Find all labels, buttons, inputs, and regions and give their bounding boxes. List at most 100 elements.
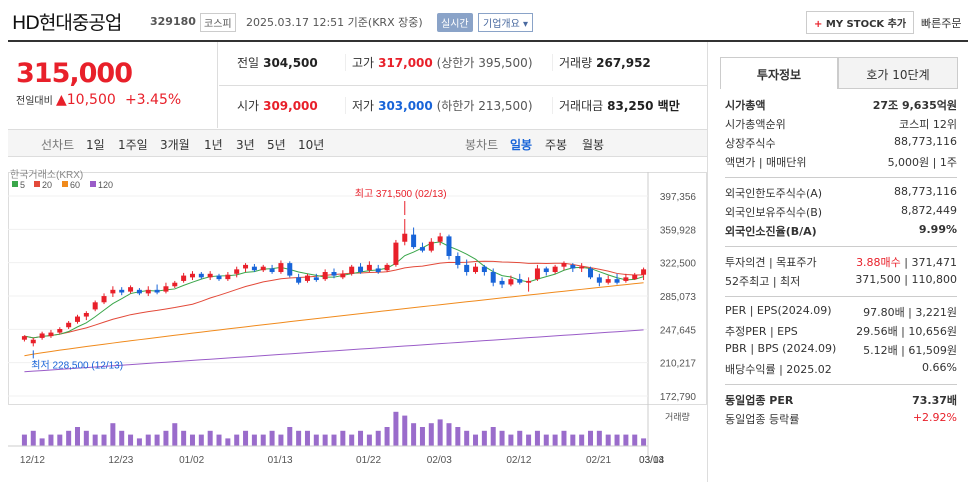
tab-3m[interactable]: 3개월 bbox=[160, 138, 190, 152]
info-divider bbox=[725, 384, 957, 385]
legend-swatch-5 bbox=[12, 181, 18, 187]
candle-body bbox=[119, 289, 125, 293]
volume-bar bbox=[499, 430, 505, 446]
volume-bar bbox=[225, 438, 231, 446]
tab-10y[interactable]: 10년 bbox=[298, 138, 325, 152]
candle-body bbox=[579, 266, 585, 269]
candle-body bbox=[92, 302, 98, 310]
volume-bar bbox=[296, 430, 302, 446]
tab-3y[interactable]: 3년 bbox=[236, 138, 255, 152]
volume-bar bbox=[251, 434, 257, 446]
candle-body bbox=[251, 266, 257, 271]
sector-row-0-label: 동일업종 PER bbox=[725, 394, 794, 407]
candle-body bbox=[446, 236, 452, 256]
tab-weekly[interactable]: 주봉 bbox=[545, 138, 568, 152]
quick-order-link[interactable]: 빠른주문 bbox=[921, 17, 962, 30]
change-rate: +3.45% bbox=[124, 92, 182, 108]
candle-body bbox=[464, 264, 470, 273]
candle-body bbox=[481, 266, 487, 273]
candle-body bbox=[287, 263, 293, 276]
volume-bar bbox=[331, 434, 337, 446]
week52-row: 52주최고 | 최저 371,500 | 110,800 bbox=[725, 273, 957, 291]
volume-bar bbox=[543, 434, 549, 446]
x-tick-label: 02/03 bbox=[427, 455, 452, 466]
candle-body bbox=[313, 277, 319, 281]
upper-limit: (상한가 395,500) bbox=[436, 56, 533, 70]
volume-bar bbox=[605, 434, 611, 446]
tab-1y[interactable]: 1년 bbox=[204, 138, 223, 152]
candle-body bbox=[588, 268, 594, 278]
volume-bar bbox=[39, 438, 45, 446]
volume-bar bbox=[393, 411, 399, 446]
volume-bar bbox=[579, 434, 585, 446]
candle-body bbox=[39, 333, 45, 338]
y-tick-label: 359,928 bbox=[660, 225, 697, 236]
candle-body bbox=[145, 289, 151, 294]
opinion-value: 3.88매수 bbox=[856, 256, 901, 269]
y-tick-label: 322,500 bbox=[660, 259, 697, 270]
volume-bar bbox=[163, 430, 169, 446]
tab-monthly[interactable]: 월봉 bbox=[582, 138, 605, 152]
candle-body bbox=[428, 241, 434, 251]
candle-body bbox=[110, 289, 116, 294]
volume-bar bbox=[340, 430, 346, 446]
candle-body bbox=[269, 268, 275, 273]
volume-bar bbox=[481, 430, 487, 446]
candle-body bbox=[641, 269, 647, 275]
volume-bar bbox=[119, 430, 125, 446]
tab-daily[interactable]: 일봉 bbox=[510, 138, 533, 152]
tab-1w[interactable]: 1주일 bbox=[118, 138, 148, 152]
high-value: 317,000 bbox=[378, 56, 433, 70]
candle-body bbox=[570, 264, 576, 269]
tab-1d[interactable]: 1일 bbox=[86, 138, 105, 152]
foreign-row-1: 외국인보유주식수(B) 8,872,449 bbox=[725, 204, 957, 222]
tab-order-book[interactable]: 호가 10단계 bbox=[838, 57, 958, 89]
tab-investment-info[interactable]: 투자정보 bbox=[720, 57, 838, 89]
legend-label-5: 5 bbox=[20, 180, 25, 190]
legend-label-60: 60 bbox=[70, 180, 80, 190]
info-row-1-label: 시가총액순위 bbox=[725, 118, 786, 131]
y-tick-label: 247,645 bbox=[660, 325, 697, 336]
volume-bar bbox=[128, 434, 134, 446]
volume-bar bbox=[623, 434, 629, 446]
prev-label: 전일 bbox=[237, 56, 260, 70]
company-overview-dropdown[interactable]: 기업개요 ▾ bbox=[478, 13, 534, 32]
opinion-row-value: 3.88매수 | 371,471 bbox=[856, 254, 957, 270]
price-change: 전일대비 ▲10,500 +3.45% bbox=[16, 92, 181, 108]
add-my-stock-button[interactable]: + MY STOCK 추가 bbox=[806, 11, 915, 34]
volume-label: 거래량 bbox=[665, 411, 690, 422]
candle-body bbox=[499, 280, 505, 285]
candle-body bbox=[358, 266, 364, 273]
info-row-2-value: 88,773,116 bbox=[894, 135, 957, 148]
candle-body bbox=[384, 264, 390, 271]
candle-body bbox=[375, 268, 381, 273]
investment-info-panel: 투자정보 호가 10단계 시가총액 27조 9,635억원 시가총액순위 코스피 12… bbox=[707, 42, 968, 482]
info-divider bbox=[725, 177, 957, 178]
candle-body bbox=[366, 264, 372, 271]
foreign-row-2-value: 9.99% bbox=[918, 223, 957, 236]
candle-body bbox=[623, 277, 629, 281]
tab-5y[interactable]: 5년 bbox=[267, 138, 286, 152]
foreign-row-0-label: 외국인한도주식수(A) bbox=[725, 187, 823, 200]
candle-body bbox=[419, 247, 425, 251]
volume-bar bbox=[384, 427, 390, 446]
volume-bar bbox=[207, 430, 213, 446]
valuation-row-0-label: PER | EPS(2024.09) bbox=[725, 304, 832, 317]
volume-bar bbox=[136, 438, 142, 446]
volume-bar bbox=[287, 427, 293, 446]
candlestick-chart[interactable]: 397,356 359,928 322,500 285,073 247,645 210,2… bbox=[8, 160, 707, 482]
candle-body bbox=[278, 263, 284, 273]
candle-body bbox=[216, 275, 222, 280]
valuation-row-0: PER | EPS(2024.09) 97.80배 | 3,221원 bbox=[725, 304, 957, 322]
volume-bar bbox=[614, 434, 620, 446]
realtime-badge[interactable]: 실시간 bbox=[437, 13, 473, 32]
volume-bar bbox=[278, 434, 284, 446]
volume-bar bbox=[172, 423, 178, 446]
chart-source: 한국거래소(KRX) bbox=[10, 169, 83, 181]
valuation-row-2-label: PBR | BPS (2024.09) bbox=[725, 342, 837, 355]
candle-body bbox=[393, 242, 399, 265]
candle-body bbox=[508, 279, 514, 285]
stock-name[interactable]: HD현대중공업 bbox=[12, 12, 122, 34]
amount-value: 83,250 백만 bbox=[607, 99, 680, 113]
info-row-3: 액면가 | 매매단위 5,000원 | 1주 bbox=[725, 154, 957, 172]
